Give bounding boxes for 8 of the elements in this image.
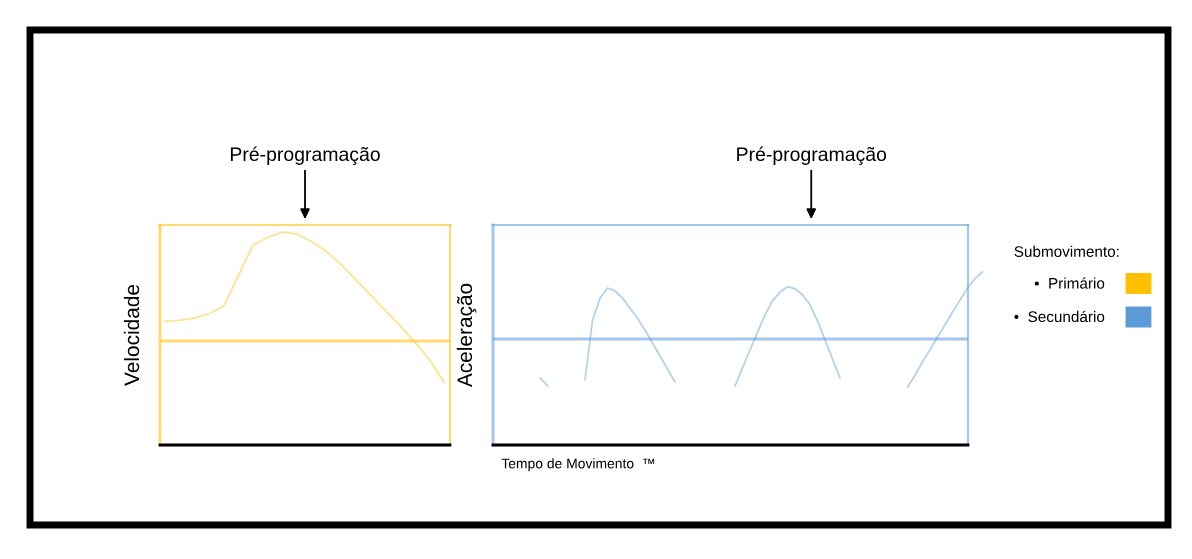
- text: Pré-programação: [230, 146, 380, 165]
- y-axis-title: Velocidade: [123, 284, 140, 386]
- text: Pré-programação: [737, 146, 887, 165]
- legend-label: • Primário: [1034, 277, 1105, 289]
- x-axis-title: Tempo de Movimento ™: [501, 458, 655, 472]
- legend-title: Submovimento:: [1014, 245, 1119, 257]
- y-axis-title: Aceleração: [456, 283, 477, 388]
- legend-label: • Secundário: [1014, 310, 1105, 323]
